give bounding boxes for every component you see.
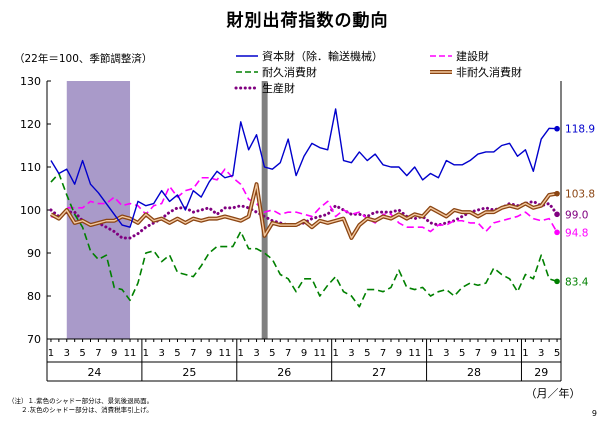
y-tick-label: 70 xyxy=(27,333,41,346)
y-tick-label: 100 xyxy=(20,204,41,217)
x-tick-label: 3 xyxy=(158,348,164,359)
x-tick-label: 9 xyxy=(206,348,212,359)
y-tick-label: 130 xyxy=(20,75,41,88)
x-tick-label: 9 xyxy=(301,348,307,359)
x-tick-label: 7 xyxy=(380,348,386,359)
x-tick-label: 7 xyxy=(95,348,101,359)
x-tick-label: 3 xyxy=(253,348,259,359)
series-0-line xyxy=(50,108,558,228)
legend-1-label: 建設財 xyxy=(456,49,489,63)
x-tick-label: 5 xyxy=(79,348,85,359)
x-tick-label: 11 xyxy=(219,348,232,359)
legend-3-label: 非耐久消費財 xyxy=(456,65,522,79)
x-tick-label: 9 xyxy=(396,348,402,359)
x-tick-label: 5 xyxy=(269,348,275,359)
x-tick-label: 5 xyxy=(174,348,180,359)
note-line-1: （注）１.紫色のシャドー部分は、景気後退局面。 xyxy=(8,397,154,405)
year-label: 25 xyxy=(182,366,196,379)
series-2-end-label: 83.4 xyxy=(565,276,589,288)
x-tick-label: 1 xyxy=(522,348,528,359)
series-1-end-label: 94.8 xyxy=(565,227,588,239)
x-tick-label: 5 xyxy=(554,348,560,359)
y-tick-label: 120 xyxy=(20,118,41,131)
x-tick-label: 1 xyxy=(332,348,338,359)
y-tick-label: 110 xyxy=(20,161,41,174)
year-label: 27 xyxy=(372,366,386,379)
x-tick-label: 1 xyxy=(48,348,54,359)
x-tick-label: 11 xyxy=(124,348,137,359)
x-tick-label: 11 xyxy=(503,348,516,359)
chart-title: 財別出荷指数の動向 xyxy=(226,11,389,31)
x-tick-label: 11 xyxy=(408,348,421,359)
x-tick-label: 9 xyxy=(111,348,117,359)
series-0-end-marker xyxy=(554,125,560,132)
page-number: 9 xyxy=(591,409,597,418)
legend-0-label: 資本財（除．輸送機械） xyxy=(262,49,383,63)
note-line-2: ２.灰色のシャドー部分は、消費税率引上げ。 xyxy=(8,406,153,414)
y-unit-label: （22年＝100、季節調整済） xyxy=(14,53,153,65)
x-tick-label: 3 xyxy=(64,348,70,359)
tax-hike-shading xyxy=(261,81,268,339)
recession-shading xyxy=(66,81,131,339)
year-label: 28 xyxy=(467,366,481,379)
series-2-end-marker xyxy=(554,278,560,285)
x-tick-label: 3 xyxy=(348,348,354,359)
series-1-end-marker xyxy=(554,229,560,236)
series-0-end-label: 118.9 xyxy=(565,124,595,136)
x-tick-label: 5 xyxy=(364,348,370,359)
year-label: 29 xyxy=(534,366,548,379)
x-tick-label: 1 xyxy=(427,348,433,359)
x-axis-unit: （月／年） xyxy=(526,386,581,400)
series-1-line xyxy=(50,168,558,233)
x-tick-label: 7 xyxy=(475,348,481,359)
x-tick-label: 7 xyxy=(190,348,196,359)
x-tick-label: 1 xyxy=(143,348,149,359)
x-tick-label: 5 xyxy=(459,348,465,359)
x-tick-label: 1 xyxy=(238,348,244,359)
x-tick-label: 11 xyxy=(313,348,326,359)
legend-4-label: 生産財 xyxy=(262,81,295,95)
x-tick-label: 9 xyxy=(491,348,497,359)
year-label: 26 xyxy=(277,366,291,379)
y-tick-label: 80 xyxy=(27,290,41,303)
x-tick-label: 7 xyxy=(285,348,291,359)
series-3-end-marker xyxy=(554,190,560,197)
series-3-end-label: 103.8 xyxy=(565,189,595,201)
series-3-line-inner xyxy=(50,183,558,239)
series-4-end-marker xyxy=(554,211,560,218)
series-4-end-label: 99.0 xyxy=(565,209,588,221)
y-tick-label: 90 xyxy=(27,247,41,260)
year-label: 24 xyxy=(87,366,101,379)
x-tick-label: 3 xyxy=(538,348,544,359)
legend-2-label: 耐久消費財 xyxy=(262,65,317,79)
x-tick-label: 3 xyxy=(443,348,449,359)
